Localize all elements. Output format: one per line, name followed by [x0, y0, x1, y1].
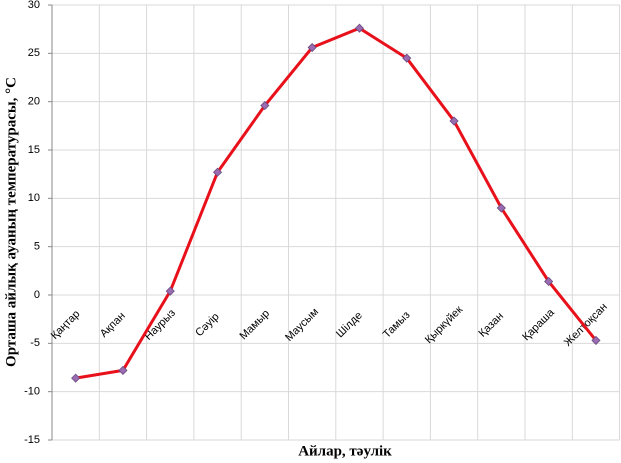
- y-tick-label: 5: [34, 241, 40, 253]
- marker: [71, 373, 81, 383]
- y-tick-label: 25: [28, 47, 40, 59]
- marker: [496, 203, 506, 213]
- y-tick-label: 10: [28, 192, 40, 204]
- x-tick-label: Тамыз: [381, 309, 413, 341]
- y-tick-label: 15: [28, 144, 40, 156]
- y-tick-label: 30: [28, 0, 40, 11]
- x-tick-label: Мамыр: [237, 308, 272, 343]
- y-tick-label: -5: [30, 337, 40, 349]
- x-tick-label: Ақпан: [98, 310, 128, 340]
- x-tick-label: Қараша: [520, 306, 557, 343]
- x-axis-title: Айлар, тәулік: [298, 443, 392, 459]
- y-tick-label: 20: [28, 96, 40, 108]
- marker: [212, 167, 223, 177]
- x-tick-label: Қыркүйек: [423, 304, 465, 346]
- y-tick-label: -10: [24, 386, 40, 398]
- marker: [449, 116, 459, 126]
- marker: [354, 23, 365, 33]
- y-tick-label: 0: [34, 289, 40, 301]
- x-tick-label: Наурыз: [142, 307, 178, 343]
- x-tick-label: Қаңтар: [49, 308, 83, 342]
- y-tick-label: -15: [24, 434, 40, 446]
- marker: [260, 100, 270, 111]
- marker: [402, 53, 412, 63]
- x-tick-label: Шілде: [334, 310, 365, 341]
- marker: [544, 276, 554, 287]
- y-axis-title: Орташа айлық ауаның температурасы, °C: [3, 77, 19, 367]
- line: [75, 26, 598, 380]
- marker: [118, 365, 128, 375]
- marker: [165, 286, 175, 296]
- x-tick-label: Қазан: [477, 310, 506, 339]
- marker: [591, 335, 601, 345]
- marker: [307, 42, 317, 53]
- x-tick-label: Сәуір: [193, 311, 221, 339]
